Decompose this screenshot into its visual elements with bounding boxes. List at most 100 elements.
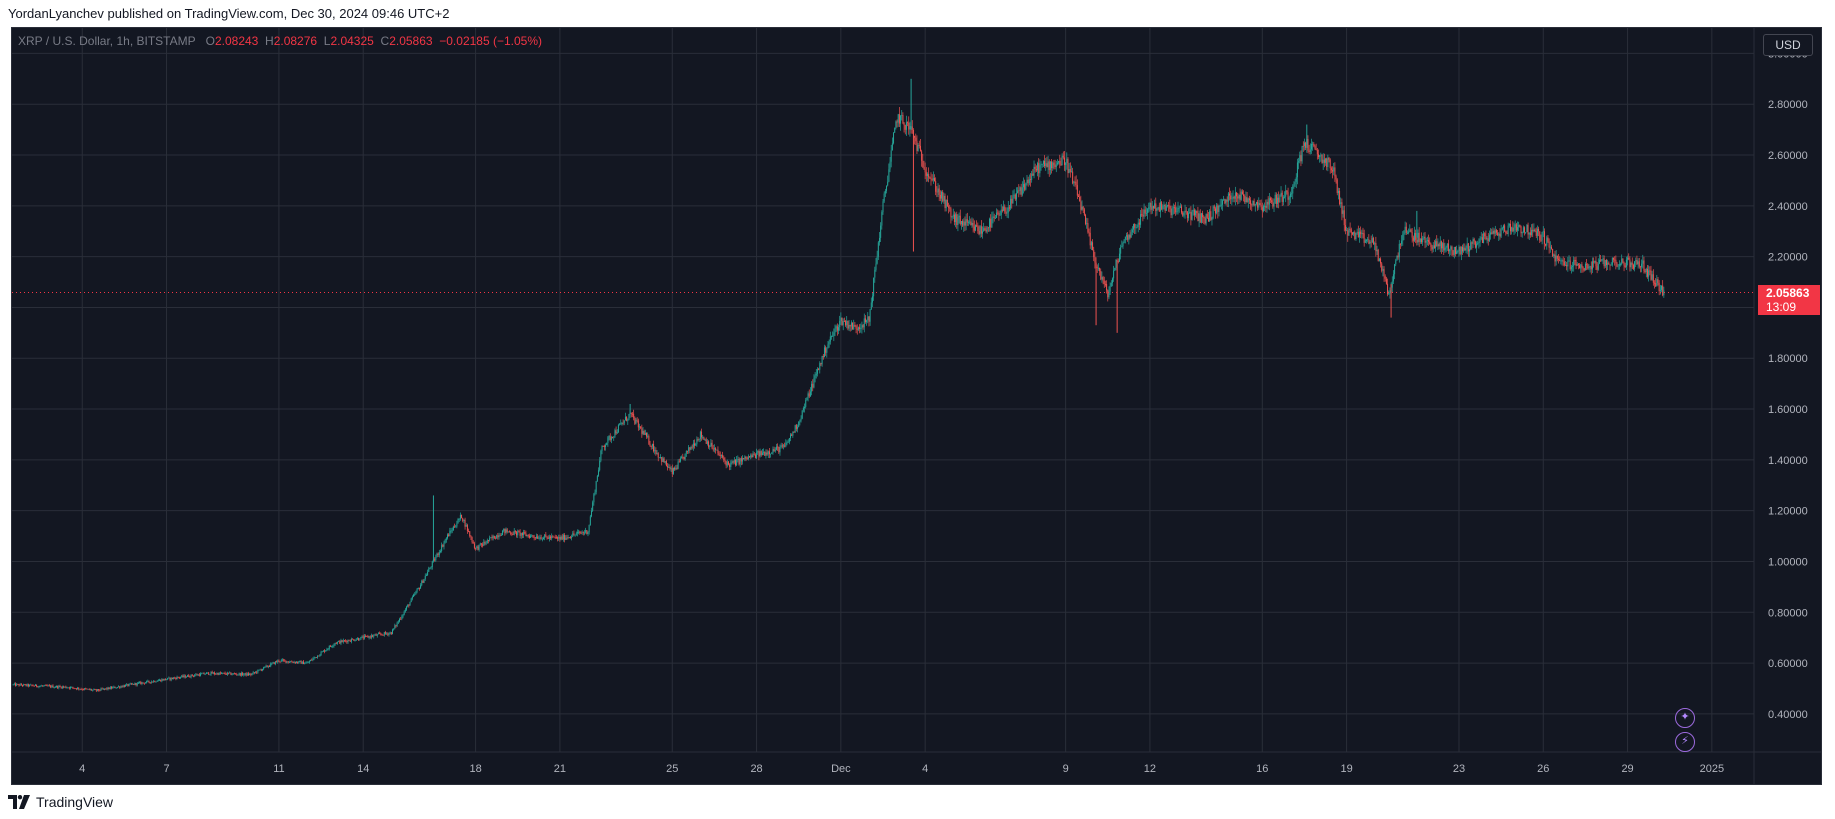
candle — [1312, 141, 1314, 151]
candle — [682, 453, 684, 460]
candle-body — [1254, 204, 1256, 206]
candle-body — [1181, 206, 1183, 213]
candle-body — [413, 594, 415, 597]
candle — [384, 630, 386, 635]
candle — [980, 220, 982, 238]
candle-body — [1332, 170, 1334, 172]
candle — [103, 688, 105, 691]
candle — [1103, 276, 1105, 288]
chart-panel[interactable]: 3.000002.800002.600002.400002.200002.000… — [11, 27, 1822, 785]
candle-body — [1511, 227, 1513, 232]
candle-body — [585, 530, 587, 533]
candle-body — [395, 625, 397, 627]
candle — [278, 659, 280, 663]
candle-body — [980, 226, 982, 234]
candle-body — [840, 317, 842, 321]
candle — [686, 450, 688, 454]
candle — [441, 542, 443, 553]
candle — [178, 676, 180, 679]
candle-body — [95, 689, 97, 691]
candle-body — [681, 456, 683, 459]
candle-body — [1252, 200, 1254, 205]
candle-body — [1534, 229, 1536, 232]
candle — [1610, 262, 1612, 266]
candle-body — [849, 325, 851, 327]
candle-body — [718, 453, 720, 456]
currency-button[interactable]: USD — [1763, 34, 1813, 56]
candle — [404, 607, 406, 613]
candle-body — [352, 638, 354, 640]
candle-body — [1122, 243, 1124, 247]
candle — [942, 189, 944, 203]
candle-body — [340, 640, 342, 644]
candle-body — [1613, 257, 1615, 260]
candle — [1197, 206, 1199, 222]
candle-body — [730, 462, 732, 467]
candle — [819, 361, 821, 374]
candle — [1217, 203, 1219, 219]
y-tick-label: 1.00000 — [1768, 556, 1808, 568]
lightning-icon[interactable]: ⚡ — [1675, 732, 1695, 752]
candle — [1524, 226, 1526, 236]
candle — [871, 292, 873, 308]
candle-body — [671, 468, 673, 474]
candle-body — [379, 633, 381, 635]
candle-body — [505, 529, 507, 533]
candle-body — [1570, 266, 1572, 270]
candle-body — [1436, 241, 1438, 247]
candle — [1560, 257, 1562, 265]
candle — [287, 661, 289, 664]
candle — [1651, 270, 1653, 281]
sparkle-icon[interactable]: ✦ — [1675, 708, 1695, 728]
candle — [1257, 199, 1259, 211]
candle-body — [1431, 246, 1433, 250]
candle — [1342, 205, 1344, 218]
candle — [568, 537, 570, 539]
candle — [16, 683, 18, 687]
candle-body — [838, 327, 840, 331]
candle — [628, 413, 630, 421]
candle — [86, 688, 88, 690]
candle — [366, 635, 368, 638]
candle — [1538, 226, 1540, 237]
x-tick-label: 4 — [922, 763, 928, 775]
candle-body — [823, 347, 825, 358]
price-chart[interactable]: 3.000002.800002.600002.400002.200002.000… — [12, 28, 1821, 784]
candle — [141, 681, 143, 686]
candle — [1461, 244, 1463, 255]
candle — [1233, 195, 1235, 203]
candle-body — [869, 309, 871, 322]
candle-body — [1149, 202, 1151, 208]
candle — [1387, 278, 1389, 297]
candle-body — [1044, 160, 1046, 167]
candle — [967, 220, 969, 226]
candle — [1168, 201, 1170, 212]
candle-body — [1137, 222, 1139, 228]
candle-body — [829, 336, 831, 342]
candle-body — [923, 167, 925, 170]
low-value: 2.04325 — [330, 34, 374, 48]
candle-body — [779, 446, 781, 453]
candle-body — [1190, 212, 1192, 220]
candle-body — [974, 225, 976, 231]
candle-body — [459, 514, 461, 519]
candle-body — [319, 655, 321, 657]
candle — [524, 529, 526, 535]
candle — [1120, 244, 1122, 260]
candle — [561, 533, 563, 541]
candle-body — [461, 514, 463, 519]
candle-body — [1452, 250, 1454, 255]
candle — [22, 684, 24, 688]
candle — [827, 340, 829, 349]
candle — [519, 529, 521, 539]
candle-body — [1041, 163, 1043, 165]
candle-body — [697, 439, 699, 441]
candle — [896, 119, 898, 128]
candle-body — [93, 689, 95, 691]
candle — [1102, 275, 1104, 285]
candle — [343, 639, 345, 642]
candle-body — [694, 443, 696, 446]
candle-body — [573, 533, 575, 535]
candle-body — [1439, 241, 1441, 247]
candle — [279, 661, 281, 664]
